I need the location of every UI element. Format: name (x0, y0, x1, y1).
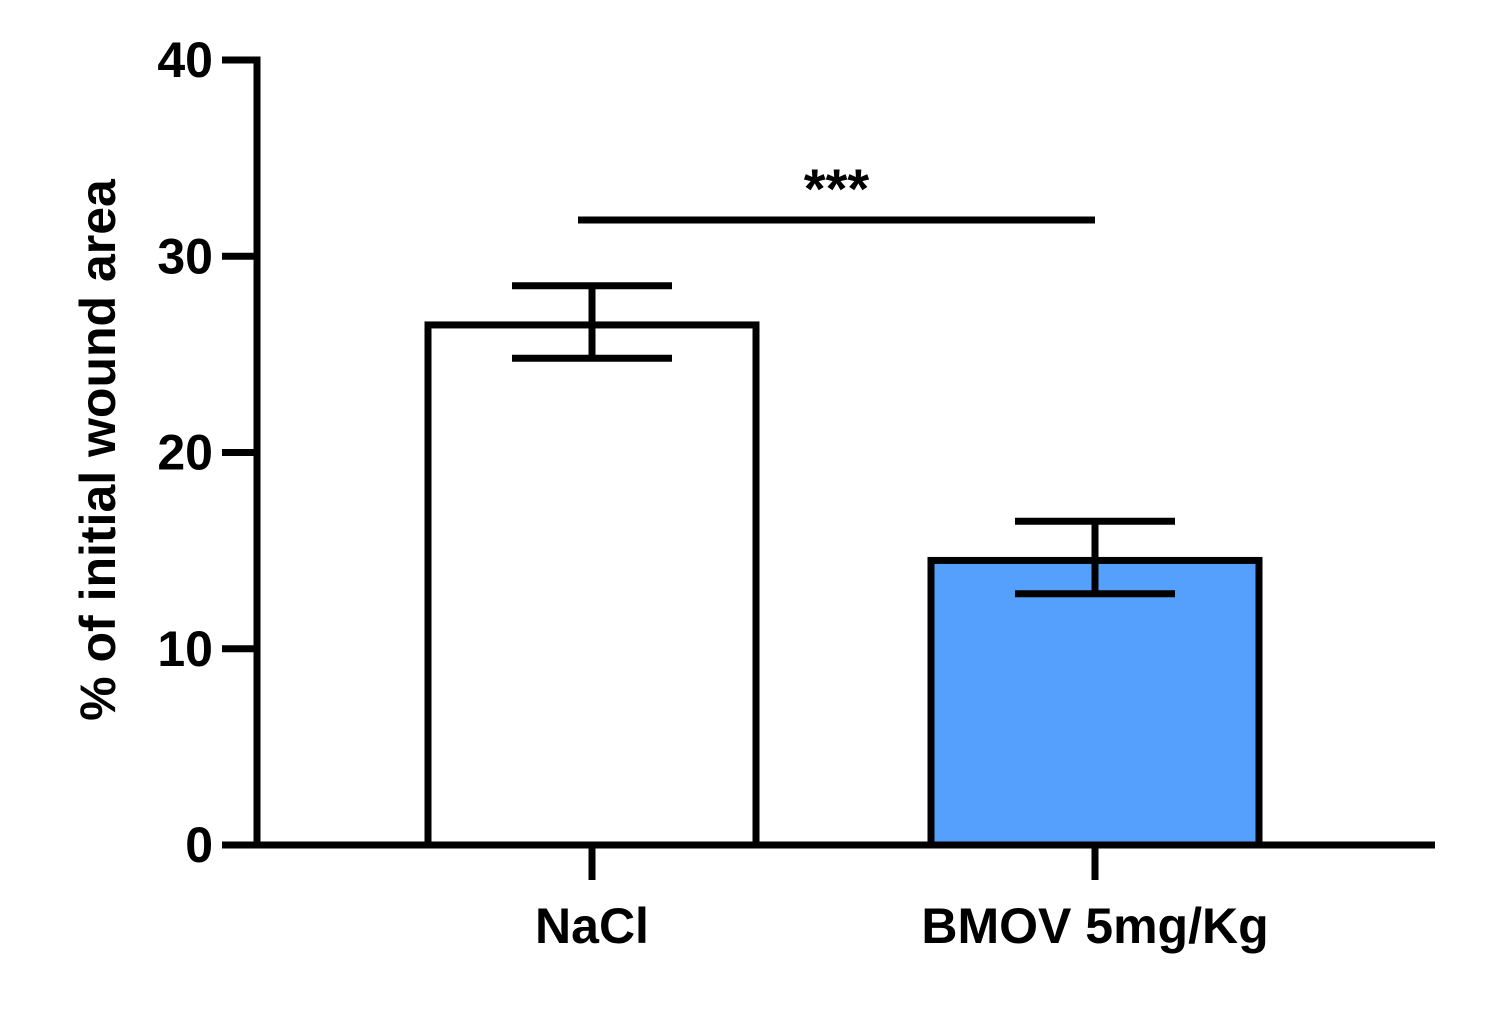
y-axis-ticks: 0 10 20 30 40 (157, 32, 257, 873)
significance-label: *** (804, 157, 870, 220)
error-bars (512, 282, 1175, 598)
x-tick-label: NaCl (535, 898, 649, 954)
bar-0 (424, 321, 760, 849)
x-axis-ticks: NaCl BMOV 5mg/Kg (535, 845, 1269, 954)
y-tick-label: 20 (157, 425, 213, 481)
significance-marker: *** (578, 157, 1095, 224)
y-tick-label: 10 (157, 621, 213, 677)
x-tick-label: BMOV 5mg/Kg (921, 898, 1268, 954)
y-axis-label: % of initial wound area (70, 178, 126, 721)
y-tick-label: 40 (157, 32, 213, 88)
bars (424, 321, 1263, 849)
y-tick-label: 30 (157, 228, 213, 284)
bar-1 (927, 556, 1263, 849)
y-tick-label: 0 (185, 817, 213, 873)
